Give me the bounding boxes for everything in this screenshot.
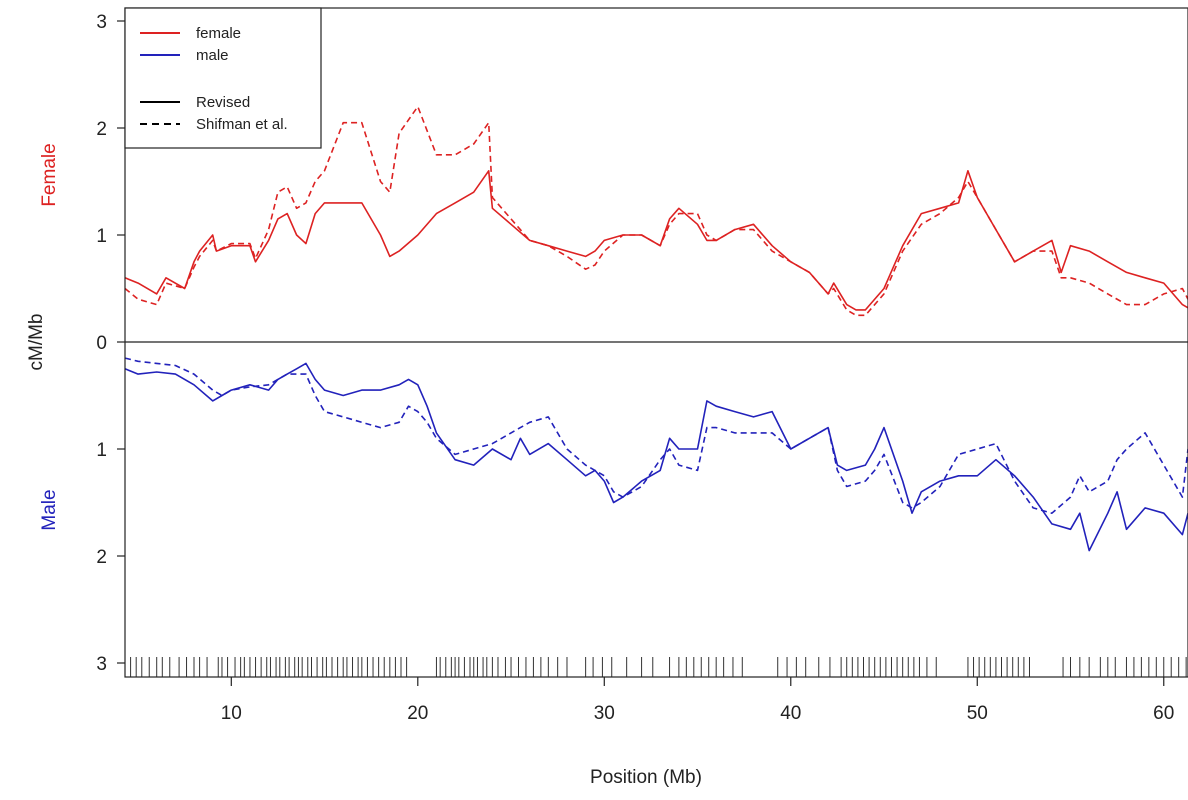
x-tick-label-20: 20 [407, 703, 428, 724]
y-tick-label-female-0: 0 [96, 333, 107, 354]
legend-label-revised: Revised [196, 94, 250, 111]
x-tick-label-40: 40 [780, 703, 801, 724]
marker-rug [130, 657, 1187, 677]
legend-label-female: female [196, 25, 241, 42]
series-female-shifman [124, 105, 1188, 317]
legend-label-shifman: Shifman et al. [196, 116, 288, 133]
x-tick-label-50: 50 [967, 703, 988, 724]
x-tick-label-10: 10 [221, 703, 242, 724]
y-tick-label-male-2: 2 [96, 547, 107, 568]
legend-label-male: male [196, 47, 229, 64]
series-female-revised [124, 170, 1188, 311]
y-tick-label-female-1: 1 [96, 226, 107, 247]
female-panel-label: Female [39, 143, 60, 206]
male-panel-label: Male [39, 489, 60, 530]
legend: female male Revised Shifman et al. [124, 7, 322, 149]
series-male-revised [124, 362, 1188, 552]
y-tick-label-male-3: 3 [96, 654, 107, 675]
y-tick-label-male-1: 1 [96, 440, 107, 461]
y-tick-label-female-3: 3 [96, 12, 107, 33]
y-axis-title: cM/Mb [26, 314, 47, 371]
y-tick-label-female-2: 2 [96, 119, 107, 140]
series-male-shifman [124, 357, 1188, 515]
x-tick-label-30: 30 [594, 703, 615, 724]
x-axis-title: Position (Mb) [590, 767, 702, 788]
x-tick-label-60: 60 [1153, 703, 1174, 724]
